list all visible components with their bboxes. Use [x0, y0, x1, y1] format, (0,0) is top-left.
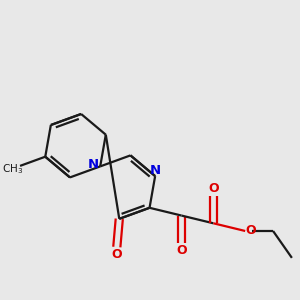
- Text: N: N: [88, 158, 99, 171]
- Text: O: O: [208, 182, 219, 196]
- Text: O: O: [176, 244, 187, 257]
- Text: N: N: [150, 164, 161, 177]
- Text: CH$_3$: CH$_3$: [2, 162, 23, 176]
- Text: O: O: [112, 248, 122, 261]
- Text: O: O: [245, 224, 256, 238]
